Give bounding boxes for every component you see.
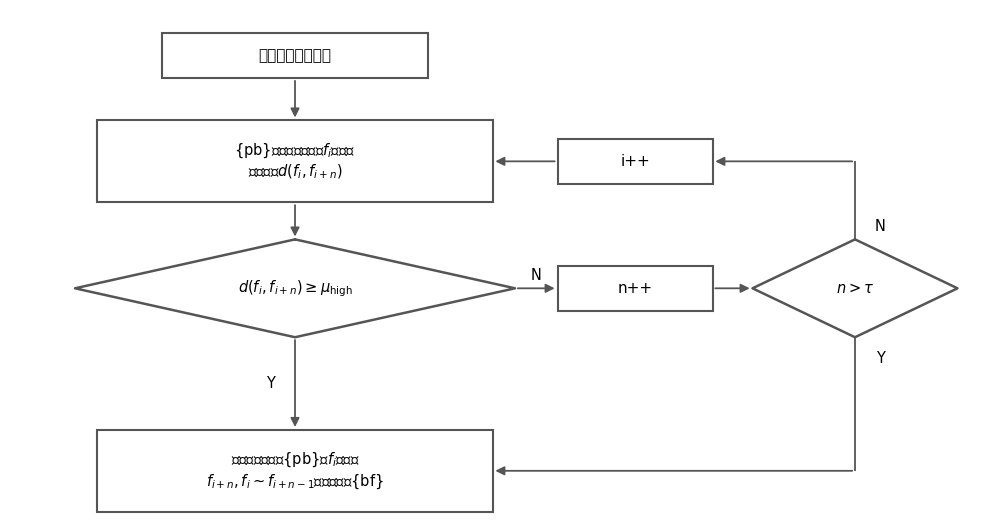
Bar: [558, 266, 712, 311]
Bar: [97, 430, 492, 512]
Text: $n>\tau$: $n>\tau$: [836, 281, 874, 296]
Text: {pb}中的预选边界帧$f_i$与下一
帧之间的$d(f_i,f_{i+n})$: {pb}中的预选边界帧$f_i$与下一 帧之间的$d(f_i,f_{i+n})$: [234, 142, 356, 181]
Text: 是渐变镜头，将{pb}中$f_i$替换为
$f_{i+n}, f_i{\sim}f_{i+n-1}$过度帧集合{bf}: 是渐变镜头，将{pb}中$f_i$替换为 $f_{i+n}, f_i{\sim}…: [206, 451, 384, 490]
Text: n++: n++: [617, 281, 653, 296]
Text: 进入渐变判断流程: 进入渐变判断流程: [258, 48, 332, 63]
Text: N: N: [531, 268, 542, 282]
Bar: [162, 33, 428, 78]
Text: i++: i++: [620, 154, 650, 169]
Text: Y: Y: [266, 376, 274, 391]
Text: $d(f_i,f_{i+n}) \geq \mu_{\mathrm{high}}$: $d(f_i,f_{i+n}) \geq \mu_{\mathrm{high}}…: [238, 278, 352, 298]
Bar: [97, 121, 492, 203]
Text: Y: Y: [876, 351, 884, 366]
Text: N: N: [875, 218, 885, 234]
Bar: [558, 139, 712, 184]
